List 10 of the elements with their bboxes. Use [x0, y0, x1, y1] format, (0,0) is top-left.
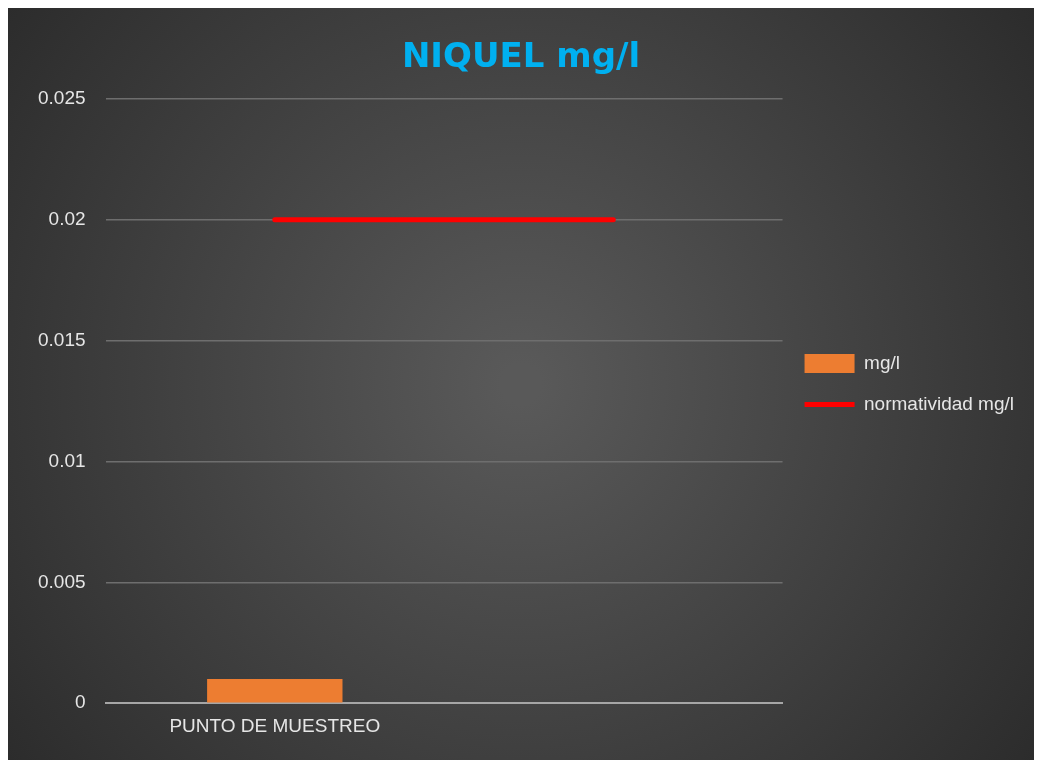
chart-title: NIQUEL mg/l: [401, 35, 641, 76]
y-tick-label: 0.01: [48, 449, 86, 471]
legend-label: mg/l: [864, 351, 900, 373]
y-tick-label: 0: [74, 691, 86, 713]
y-tick-label: 0.02: [48, 207, 86, 229]
y-tick-label: 0.005: [38, 570, 86, 592]
x-tick-label: PUNTO DE MUESTREO: [169, 714, 381, 736]
y-tick-label: 0.015: [38, 328, 86, 350]
y-tick-label: 0.025: [38, 87, 86, 109]
legend-label: normatividad mg/l: [864, 392, 1014, 414]
